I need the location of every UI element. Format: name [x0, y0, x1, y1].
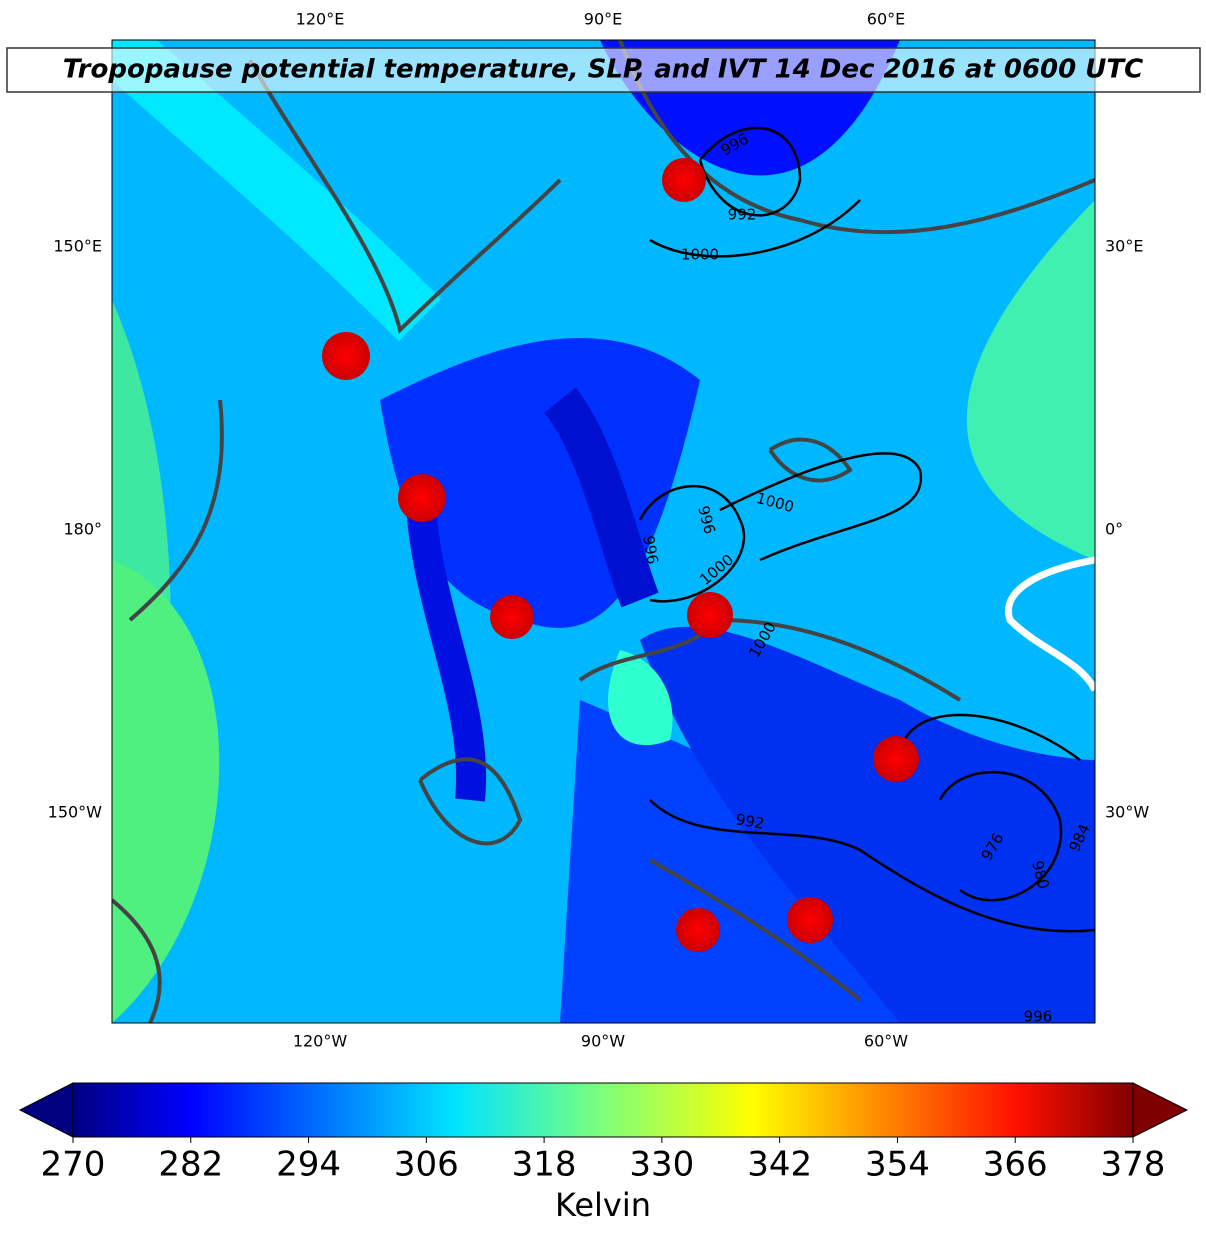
colorbar-tick-label: 306: [394, 1145, 459, 1185]
contour-label: 992: [728, 206, 757, 224]
colorbar-tick-label: 366: [983, 1145, 1048, 1185]
lon-label: 120°W: [293, 1032, 348, 1051]
colorbar-extend-max: [1132, 1082, 1189, 1138]
contour-label: 996: [1024, 1008, 1053, 1026]
lon-label: 0°: [1105, 520, 1123, 539]
lon-label: 30°W: [1105, 803, 1149, 822]
lon-label: 150°W: [48, 803, 103, 822]
lon-label: 150°E: [53, 237, 102, 256]
colorbar-tick-label: 282: [158, 1145, 223, 1185]
lon-label: 180°: [63, 520, 102, 539]
contour-label: 992: [734, 810, 765, 833]
lon-label: 30°E: [1105, 237, 1143, 256]
contour-label: 1000: [681, 246, 719, 264]
colorbar-tick-label: 330: [629, 1145, 694, 1185]
lon-labels: 120°E 90°E 60°E 120°W 90°W 60°W 150°E 180° 150°W…: [48, 10, 1150, 1051]
contour-label: 996: [639, 534, 662, 565]
lon-label: 60°W: [864, 1032, 908, 1051]
lon-label: 90°W: [581, 1032, 625, 1051]
colorbar-extend-min: [18, 1082, 74, 1138]
lon-label: 120°E: [296, 10, 345, 29]
title: Tropopause potential temperature, SLP, a…: [63, 55, 1143, 85]
colorbar-tick-label: 378: [1101, 1145, 1166, 1185]
colorbar: [72, 1082, 1134, 1138]
map-frame: [111, 39, 1096, 1024]
lon-label: 90°E: [584, 10, 622, 29]
colorbar-tick-label: 270: [41, 1145, 106, 1185]
colorbar-tick-label: 294: [276, 1145, 341, 1185]
colorbar-tick-label: 354: [865, 1145, 930, 1185]
title-box: [6, 47, 1201, 93]
colorbar-tick-label: 318: [512, 1145, 577, 1185]
lon-label: 60°E: [867, 10, 905, 29]
colorbar-label: Kelvin: [555, 1186, 651, 1224]
map-field: [112, 40, 1095, 1023]
colorbar-tick-label: 342: [747, 1145, 812, 1185]
